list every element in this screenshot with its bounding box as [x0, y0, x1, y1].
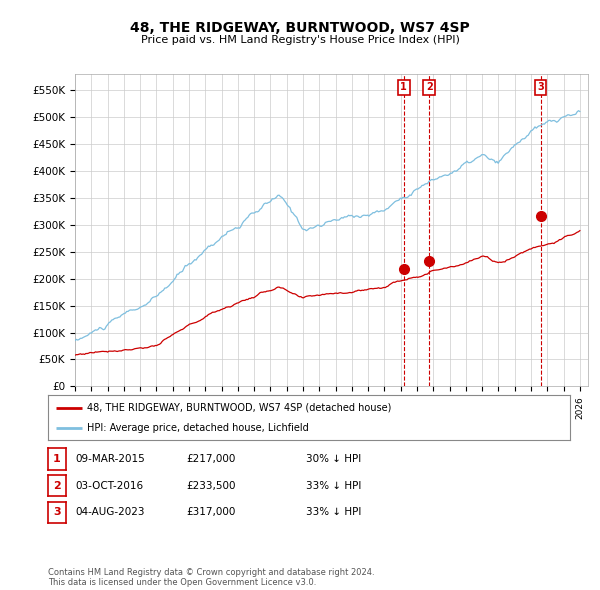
- Text: 30% ↓ HPI: 30% ↓ HPI: [306, 454, 361, 464]
- Text: HPI: Average price, detached house, Lichfield: HPI: Average price, detached house, Lich…: [87, 424, 309, 434]
- Text: 03-OCT-2016: 03-OCT-2016: [75, 481, 143, 490]
- Text: 48, THE RIDGEWAY, BURNTWOOD, WS7 4SP: 48, THE RIDGEWAY, BURNTWOOD, WS7 4SP: [130, 21, 470, 35]
- Text: 3: 3: [537, 82, 544, 92]
- Text: 2: 2: [426, 82, 433, 92]
- Text: Contains HM Land Registry data © Crown copyright and database right 2024.
This d: Contains HM Land Registry data © Crown c…: [48, 568, 374, 587]
- Text: 3: 3: [53, 507, 61, 517]
- Text: Price paid vs. HM Land Registry's House Price Index (HPI): Price paid vs. HM Land Registry's House …: [140, 35, 460, 45]
- Text: £217,000: £217,000: [186, 454, 235, 464]
- Text: 48, THE RIDGEWAY, BURNTWOOD, WS7 4SP (detached house): 48, THE RIDGEWAY, BURNTWOOD, WS7 4SP (de…: [87, 403, 392, 412]
- Text: 1: 1: [53, 454, 61, 464]
- Text: 09-MAR-2015: 09-MAR-2015: [75, 454, 145, 464]
- Text: 33% ↓ HPI: 33% ↓ HPI: [306, 481, 361, 490]
- Text: 04-AUG-2023: 04-AUG-2023: [75, 507, 145, 517]
- Text: £233,500: £233,500: [186, 481, 235, 490]
- Text: £317,000: £317,000: [186, 507, 235, 517]
- Text: 1: 1: [400, 82, 407, 92]
- Text: 2: 2: [53, 481, 61, 490]
- Text: 33% ↓ HPI: 33% ↓ HPI: [306, 507, 361, 517]
